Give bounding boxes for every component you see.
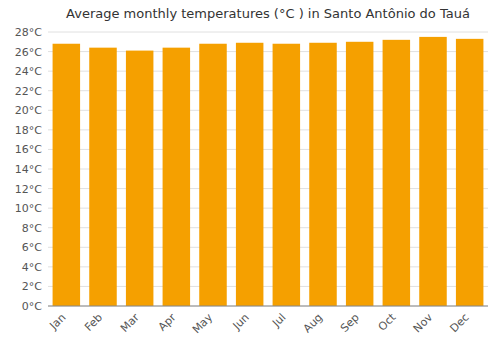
x-tick-label: Mar [118, 311, 142, 335]
chart: Average monthly temperatures (°C ) in Sa… [0, 0, 500, 350]
bar [346, 42, 374, 306]
x-tick-label: May [190, 311, 216, 337]
x-tick-label: Sep [338, 311, 362, 335]
bar [163, 48, 191, 306]
grid-line [48, 32, 488, 33]
x-tick-label: Jan [47, 311, 69, 333]
bar [383, 40, 411, 306]
y-tick-label: 0°C [22, 300, 42, 313]
y-tick-label: 12°C [15, 183, 42, 196]
y-tick-label: 16°C [15, 143, 42, 156]
grid-line [48, 306, 488, 307]
y-tick-label: 4°C [22, 261, 42, 274]
y-tick-label: 6°C [22, 241, 42, 254]
bar [309, 43, 337, 306]
bar [89, 48, 117, 306]
x-tick-label: Aug [301, 311, 325, 335]
bar [273, 44, 301, 306]
bar [456, 39, 484, 306]
y-tick-label: 10°C [15, 202, 42, 215]
y-tick-label: 26°C [15, 46, 42, 59]
chart-container: Average monthly temperatures (°C ) in Sa… [0, 0, 500, 350]
bar [419, 37, 447, 306]
y-tick-label: 14°C [15, 163, 42, 176]
y-tick-label: 24°C [15, 65, 42, 78]
x-tick-label: Apr [156, 311, 179, 334]
y-tick-label: 2°C [22, 280, 42, 293]
bar [199, 44, 227, 306]
y-tick-label: 22°C [15, 85, 42, 98]
y-tick-label: 18°C [15, 124, 42, 137]
y-tick-label: 8°C [22, 222, 42, 235]
grid [48, 32, 488, 306]
y-tick-label: 28°C [15, 26, 42, 39]
title: Average monthly temperatures (°C ) in Sa… [66, 6, 470, 21]
bars [53, 37, 484, 306]
x-tick-label: Feb [82, 311, 105, 334]
bar [126, 51, 153, 306]
bar [53, 44, 80, 306]
x-tick-label: Nov [411, 311, 436, 336]
x-tick-label: Jul [269, 311, 288, 330]
x-tick-label: Oct [376, 310, 399, 333]
x-tick-label: Jun [230, 311, 252, 333]
x-tick-label: Dec [448, 311, 472, 335]
bar [236, 43, 264, 306]
x-axis-line [48, 306, 488, 307]
y-tick-label: 20°C [15, 104, 42, 117]
